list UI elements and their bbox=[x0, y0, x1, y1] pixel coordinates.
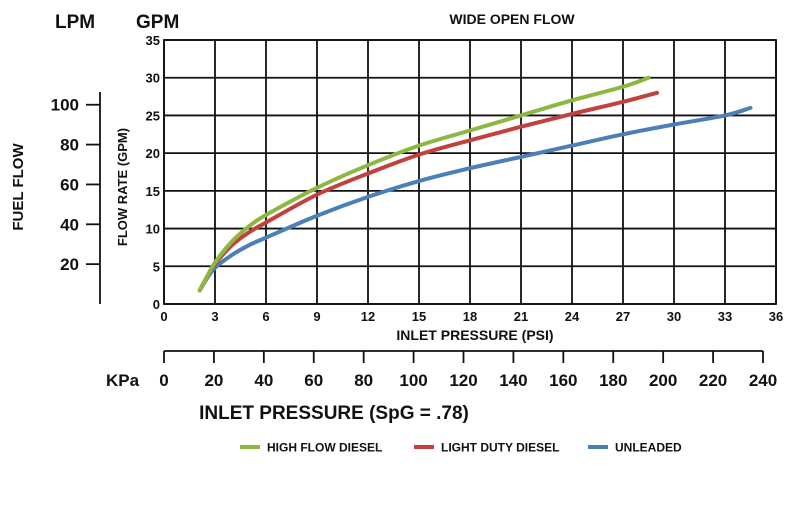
y-axis-label: FLOW RATE (GPM) bbox=[115, 128, 130, 246]
x-tick-label: 6 bbox=[262, 309, 269, 324]
kpa-tick-label: 60 bbox=[304, 371, 323, 390]
lpm-tick-label: 80 bbox=[60, 136, 79, 155]
kpa-tick-label: 100 bbox=[399, 371, 427, 390]
x-axis-label: INLET PRESSURE (PSI) bbox=[396, 327, 553, 343]
series-line-high-flow-diesel bbox=[197, 75, 651, 293]
y-tick-label: 10 bbox=[146, 222, 160, 237]
x-tick-label: 3 bbox=[211, 309, 218, 324]
kpa-tick-label: 20 bbox=[204, 371, 223, 390]
legend-label: LIGHT DUTY DIESEL bbox=[441, 441, 559, 455]
x-tick-label: 27 bbox=[616, 309, 630, 324]
x-tick-label: 33 bbox=[718, 309, 732, 324]
series-line-unleaded bbox=[197, 105, 753, 293]
lpm-tick-label: 100 bbox=[51, 96, 79, 115]
legend-label: UNLEADED bbox=[615, 441, 682, 455]
legend: HIGH FLOW DIESEL LIGHT DUTY DIESEL UNLEADE… bbox=[240, 441, 682, 455]
x-tick-label: 18 bbox=[463, 309, 477, 324]
kpa-axis-title: INLET PRESSURE (SpG = .78) bbox=[199, 403, 469, 424]
kpa-tick-label: 240 bbox=[749, 371, 777, 390]
fuel-flow-label: FUEL FLOW bbox=[10, 143, 27, 231]
y-tick-label: 35 bbox=[146, 33, 160, 48]
series-lines bbox=[197, 75, 753, 293]
x-tick-label: 36 bbox=[769, 309, 783, 324]
y-tick-label: 0 bbox=[153, 297, 160, 312]
kpa-tick-label: 0 bbox=[159, 371, 168, 390]
x-tick-label: 0 bbox=[160, 309, 167, 324]
chart-title: WIDE OPEN FLOW bbox=[449, 11, 575, 27]
lpm-tick-label: 20 bbox=[60, 255, 79, 274]
x-tick-label: 12 bbox=[361, 309, 375, 324]
lpm-label: LPM bbox=[55, 12, 95, 33]
y-tick-label: 25 bbox=[146, 108, 160, 123]
kpa-label: KPa bbox=[106, 371, 140, 390]
kpa-tick-label: 160 bbox=[549, 371, 577, 390]
legend-label: HIGH FLOW DIESEL bbox=[267, 441, 382, 455]
kpa-tick-label: 120 bbox=[449, 371, 477, 390]
lpm-tick-label: 60 bbox=[60, 175, 79, 194]
y-tick-label: 20 bbox=[146, 146, 160, 161]
kpa-tick-label: 80 bbox=[354, 371, 373, 390]
y-tick-label: 30 bbox=[146, 71, 160, 86]
lpm-tick-label: 40 bbox=[60, 215, 79, 234]
kpa-tick-label: 180 bbox=[599, 371, 627, 390]
y-tick-label: 15 bbox=[146, 184, 160, 199]
kpa-tick-label: 140 bbox=[499, 371, 527, 390]
kpa-tick-label: 220 bbox=[699, 371, 727, 390]
x-tick-label: 21 bbox=[514, 309, 528, 324]
y-tick-label: 5 bbox=[153, 259, 160, 274]
grid bbox=[163, 39, 777, 305]
lpm-axis: 20 40 60 80 100 bbox=[51, 92, 101, 304]
x-tick-label: 9 bbox=[313, 309, 320, 324]
kpa-axis: 0 20 40 60 80 100 120 140 160 180 200 220 240 bbox=[159, 350, 777, 390]
kpa-tick-label: 40 bbox=[254, 371, 273, 390]
x-tick-label: 24 bbox=[565, 309, 580, 324]
x-tick-label: 15 bbox=[412, 309, 426, 324]
gpm-label: GPM bbox=[136, 12, 179, 33]
x-tick-label: 30 bbox=[667, 309, 681, 324]
kpa-tick-label: 200 bbox=[649, 371, 677, 390]
